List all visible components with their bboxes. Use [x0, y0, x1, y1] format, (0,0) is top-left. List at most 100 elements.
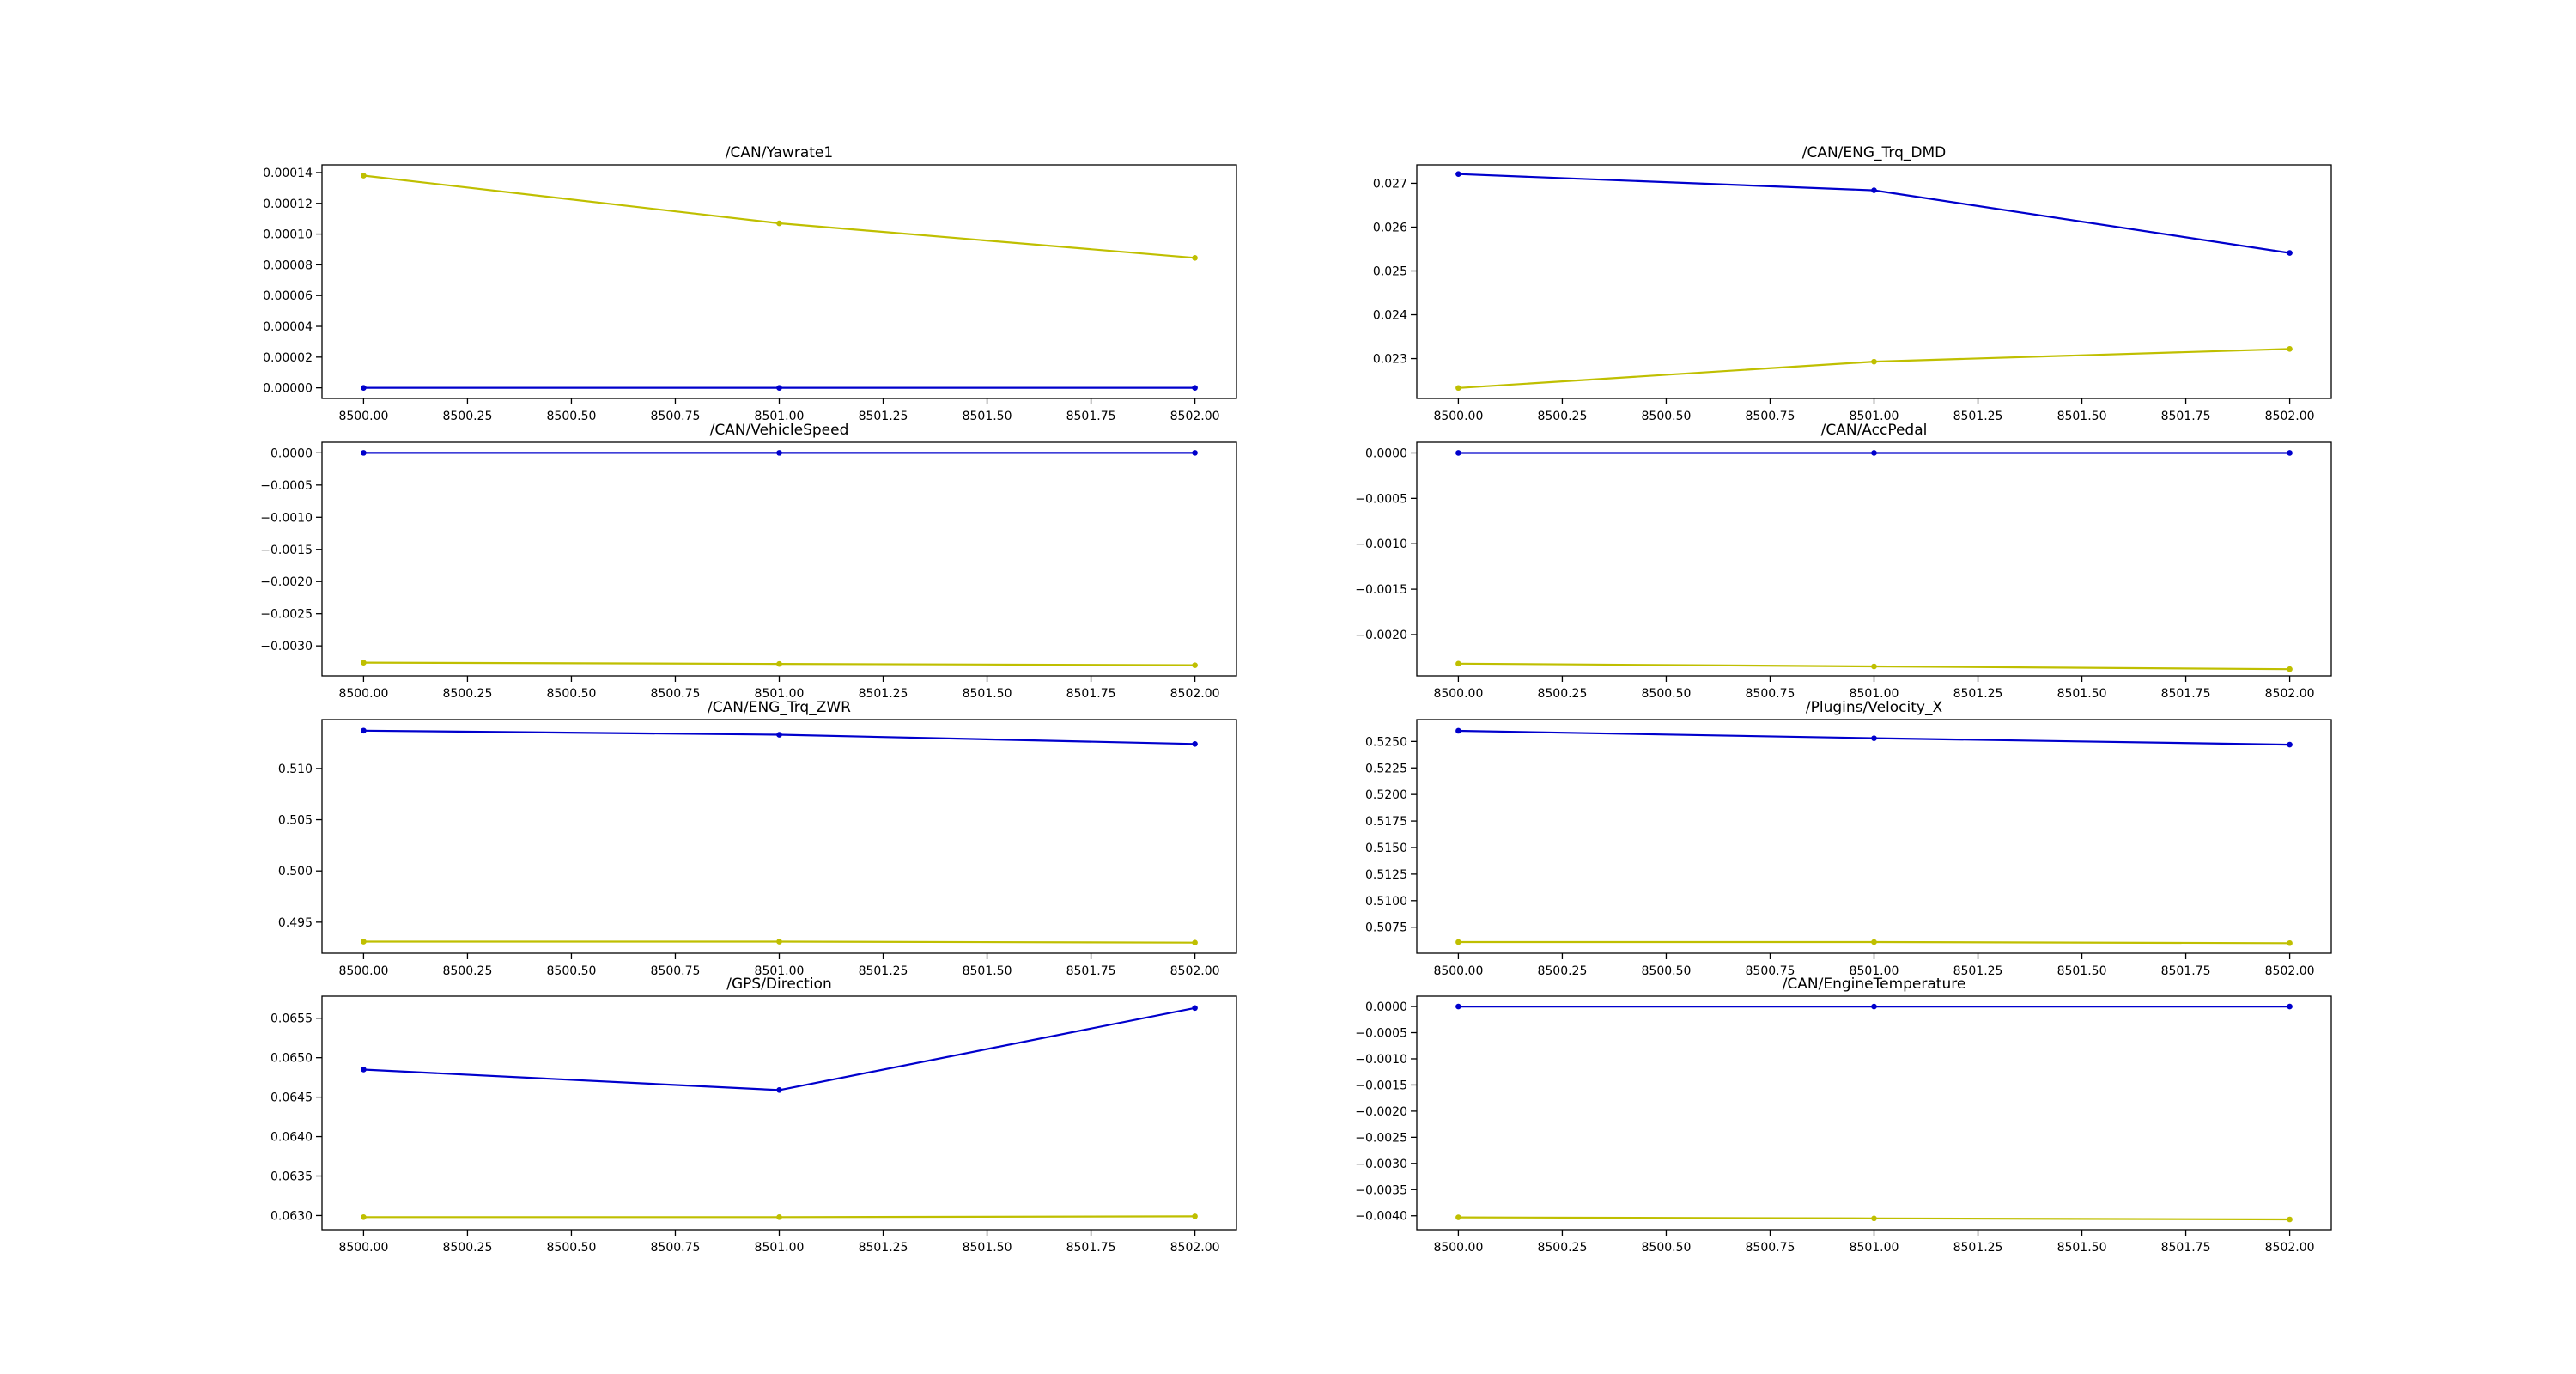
chart-title: /GPS/Direction — [726, 976, 831, 993]
x-tick-label: 8501.25 — [859, 1241, 908, 1255]
y-tick-label: 0.0645 — [270, 1091, 313, 1105]
data-point-yellow — [361, 660, 367, 666]
x-tick-label: 8500.75 — [651, 687, 701, 701]
x-tick-label: 8501.00 — [755, 1241, 805, 1255]
x-tick-label: 8500.50 — [1642, 687, 1692, 701]
x-tick-label: 8500.00 — [1433, 1241, 1483, 1255]
y-tick-label: −0.0010 — [1355, 1053, 1407, 1067]
y-tick-label: 0.0000 — [270, 447, 313, 460]
data-point-yellow — [1871, 358, 1877, 365]
plot-frame — [1416, 441, 2332, 677]
y-tick-label: 0.024 — [1373, 309, 1407, 323]
plot-frame — [321, 164, 1237, 399]
x-tick-label: 8501.50 — [2057, 1241, 2107, 1255]
x-tick-label: 8500.00 — [1433, 410, 1483, 423]
plot-frame — [1416, 995, 2332, 1231]
data-point-yellow — [2287, 939, 2293, 946]
x-tick-label: 8500.00 — [338, 687, 388, 701]
x-tick-label: 8500.50 — [547, 687, 597, 701]
x-tick-label: 8501.00 — [755, 410, 805, 423]
data-point-yellow — [361, 939, 367, 945]
data-point-yellow — [1192, 1213, 1198, 1219]
data-point-blue — [1871, 187, 1877, 193]
y-tick-label: 0.5200 — [1365, 788, 1407, 802]
data-point-yellow — [1871, 663, 1877, 670]
x-tick-label: 8501.75 — [1066, 964, 1116, 978]
data-point-blue — [361, 727, 367, 734]
y-tick-label: 0.027 — [1373, 177, 1407, 191]
x-tick-label: 8500.25 — [442, 410, 492, 423]
data-point-yellow — [1455, 660, 1461, 667]
y-tick-label: 0.0000 — [1365, 1000, 1407, 1014]
y-tick-label: 0.025 — [1373, 264, 1407, 278]
data-point-blue — [1455, 450, 1461, 456]
plot-frame — [1416, 164, 2332, 399]
y-tick-label: 0.026 — [1373, 221, 1407, 234]
data-point-yellow — [1192, 939, 1198, 946]
x-tick-label: 8501.50 — [963, 410, 1012, 423]
y-tick-label: 0.5150 — [1365, 842, 1407, 855]
x-tick-label: 8501.00 — [755, 964, 805, 978]
y-tick-label: −0.0010 — [1355, 538, 1407, 551]
data-point-blue — [1871, 735, 1877, 741]
y-tick-label: 0.0635 — [270, 1170, 313, 1184]
chart-title: /CAN/ENG_Trq_DMD — [1802, 144, 1947, 161]
x-tick-label: 8500.50 — [1642, 964, 1692, 978]
data-point-yellow — [776, 220, 782, 227]
y-tick-label: 0.00000 — [263, 382, 313, 396]
x-tick-label: 8500.25 — [442, 1241, 492, 1255]
y-tick-label: 0.00014 — [263, 167, 313, 180]
chart-title: /Plugins/Velocity_X — [1806, 699, 1943, 716]
x-tick-label: 8500.00 — [1433, 964, 1483, 978]
x-tick-label: 8501.50 — [963, 687, 1012, 701]
data-point-yellow — [1192, 662, 1198, 668]
y-tick-label: −0.0005 — [260, 479, 313, 493]
x-tick-label: 8500.25 — [1537, 687, 1587, 701]
y-tick-label: −0.0010 — [260, 511, 313, 525]
data-point-blue — [361, 1067, 367, 1073]
x-tick-label: 8500.50 — [1642, 1241, 1692, 1255]
x-tick-label: 8501.75 — [2161, 687, 2211, 701]
x-tick-label: 8502.00 — [1170, 1241, 1220, 1255]
x-tick-label: 8501.25 — [1953, 964, 2003, 978]
data-point-blue — [361, 450, 367, 456]
data-point-yellow — [1871, 1215, 1877, 1222]
x-tick-label: 8502.00 — [1170, 964, 1220, 978]
x-tick-label: 8501.25 — [1953, 687, 2003, 701]
x-tick-label: 8500.50 — [1642, 410, 1692, 423]
y-tick-label: 0.023 — [1373, 353, 1407, 367]
y-tick-label: 0.5175 — [1365, 815, 1407, 829]
plot-frame — [1416, 719, 2332, 954]
x-tick-label: 8501.50 — [2057, 964, 2107, 978]
x-tick-label: 8500.50 — [547, 964, 597, 978]
y-tick-label: −0.0005 — [1355, 492, 1407, 506]
x-tick-label: 8501.00 — [1850, 410, 1899, 423]
chart-panel-yawrate1: /CAN/Yawrate1 8500.00 8500.25 8500.50 8500.7… — [263, 144, 1237, 423]
x-tick-label: 8501.50 — [2057, 687, 2107, 701]
y-tick-label: 0.495 — [278, 916, 313, 930]
data-point-yellow — [2287, 666, 2293, 672]
x-tick-label: 8500.00 — [338, 964, 388, 978]
chart-panel-gps-direction: /GPS/Direction 8500.00 8500.25 8500.50 8500.… — [270, 976, 1237, 1255]
data-point-yellow — [1871, 939, 1877, 945]
y-tick-label: −0.0035 — [1355, 1183, 1407, 1197]
chart-panel-eng-trq-dmd: /CAN/ENG_Trq_DMD 8500.00 8500.25 8500.50 850… — [1373, 144, 2332, 423]
x-tick-label: 8502.00 — [1170, 410, 1220, 423]
x-tick-label: 8500.75 — [1746, 964, 1795, 978]
x-tick-label: 8501.25 — [859, 964, 908, 978]
x-tick-label: 8502.00 — [2265, 1241, 2315, 1255]
data-point-yellow — [1455, 939, 1461, 945]
x-tick-label: 8500.75 — [651, 410, 701, 423]
data-point-yellow — [2287, 1216, 2293, 1223]
chart-title: /CAN/AccPedal — [1821, 422, 1928, 439]
y-tick-label: −0.0015 — [1355, 583, 1407, 597]
y-tick-label: 0.0000 — [1365, 447, 1407, 460]
y-tick-label: −0.0020 — [260, 575, 313, 589]
y-tick-label: 0.0650 — [270, 1052, 313, 1066]
chart-panel-enginetemperature: /CAN/EngineTemperature 8500.00 8500.25 8500… — [1355, 976, 2332, 1255]
x-tick-label: 8500.75 — [1746, 687, 1795, 701]
x-tick-label: 8501.25 — [1953, 410, 2003, 423]
data-point-blue — [1871, 450, 1877, 456]
chart-panel-vehiclespeed: /CAN/VehicleSpeed 8500.00 8500.25 8500.50 85… — [260, 422, 1237, 701]
data-point-blue — [776, 1087, 782, 1093]
